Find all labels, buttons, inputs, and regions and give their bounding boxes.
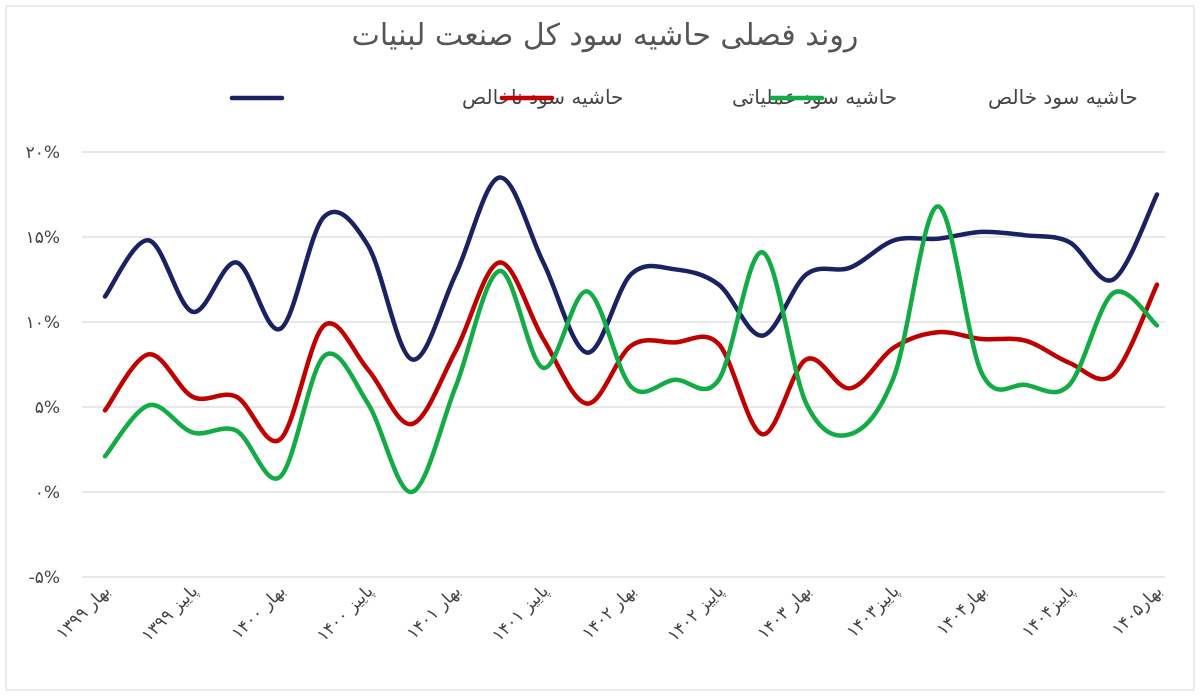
grid — [82, 151, 1165, 578]
y-tick-label: ۲۰% — [26, 143, 60, 163]
y-tick-label: ۰% — [35, 483, 60, 503]
series-group — [102, 175, 1160, 495]
y-tick-label: -۵% — [29, 568, 60, 588]
legend-label-net: حاشیه سود خالص — [988, 85, 1138, 109]
series-line-net-margin — [102, 204, 1160, 495]
legend: حاشیه سود ناخالص حاشیه سود عملیاتی حاشیه… — [229, 85, 1138, 109]
series-line-gross-margin — [102, 175, 1160, 362]
legend-item-net: حاشیه سود خالص — [769, 85, 1138, 109]
y-tick-label: ۱۰% — [26, 313, 60, 333]
chart-frame — [5, 5, 1195, 691]
y-axis: -۵% ۰% ۵% ۱۰% ۱۵% ۲۰% — [26, 143, 60, 588]
y-tick-label: ۵% — [35, 398, 60, 418]
chart-title: روند فصلی حاشیه سود کل صنعت لبنیات — [352, 18, 859, 53]
y-tick-label: ۱۵% — [26, 228, 60, 248]
